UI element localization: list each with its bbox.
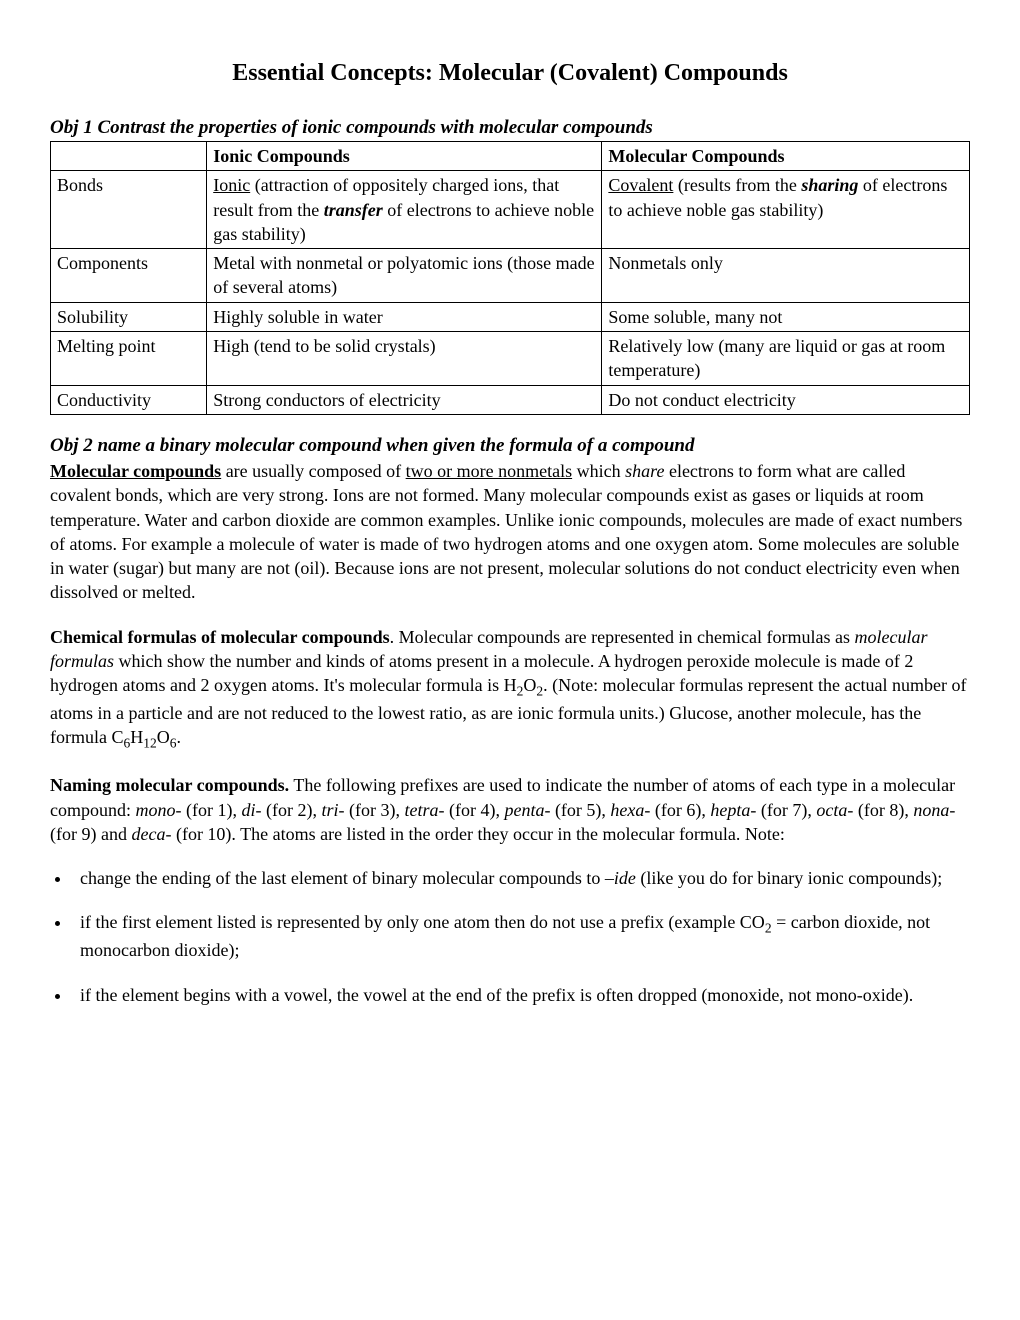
paragraph-molecular-compounds: Molecular compounds are usually composed…	[50, 459, 970, 605]
cell-ionic: Metal with nonmetal or polyatomic ions (…	[207, 249, 602, 303]
cell-ionic: High (tend to be solid crystals)	[207, 332, 602, 386]
text-italic: –ide	[605, 868, 636, 888]
table-row: Solubility Highly soluble in water Some …	[51, 302, 970, 331]
table-row: Components Metal with nonmetal or polyat…	[51, 249, 970, 303]
subscript: 6	[170, 736, 177, 751]
text-underline: Ionic	[213, 175, 250, 195]
page-title: Essential Concepts: Molecular (Covalent)…	[50, 60, 970, 87]
prefix-italic: nona-	[913, 800, 955, 820]
prefix-italic: di-	[241, 800, 261, 820]
paragraph-chemical-formulas: Chemical formulas of molecular compounds…	[50, 625, 970, 754]
subscript: 12	[143, 736, 157, 751]
text: electrons to form what are called covale…	[50, 461, 962, 602]
header-molecular: Molecular Compounds	[602, 142, 970, 171]
prefix-italic: deca-	[131, 824, 171, 844]
cell-property: Conductivity	[51, 385, 207, 414]
text: change the ending of the last element of…	[80, 868, 605, 888]
text: if the element begins with a vowel, the …	[80, 985, 913, 1005]
cell-ionic: Strong conductors of electricity	[207, 385, 602, 414]
comparison-table: Ionic Compounds Molecular Compounds Bond…	[50, 141, 970, 415]
text: - (for 3),	[338, 800, 404, 820]
header-property	[51, 142, 207, 171]
text-bold-underline: Molecular compounds	[50, 461, 221, 481]
cell-molecular: Do not conduct electricity	[602, 385, 970, 414]
prefix-italic: hepta-	[710, 800, 756, 820]
cell-ionic: Ionic (attraction of oppositely charged …	[207, 171, 602, 249]
text: (for 5),	[550, 800, 610, 820]
prefix-italic: tetra-	[404, 800, 444, 820]
notes-list: change the ending of the last element of…	[50, 866, 970, 1007]
text-underline: Covalent	[608, 175, 673, 195]
text-bold: Naming molecular compounds.	[50, 775, 289, 795]
list-item: if the element begins with a vowel, the …	[72, 983, 970, 1007]
text: O	[157, 727, 170, 747]
text-italic: share	[625, 461, 664, 481]
text: (like you do for binary ionic compounds)…	[636, 868, 942, 888]
subscript: 2	[765, 921, 772, 936]
text: which	[572, 461, 625, 481]
prefix-italic: hexa-	[610, 800, 650, 820]
text: (for 1),	[182, 800, 242, 820]
table-row: Melting point High (tend to be solid cry…	[51, 332, 970, 386]
text: (for 6),	[650, 800, 710, 820]
cell-property: Solubility	[51, 302, 207, 331]
text: if the first element listed is represent…	[80, 912, 765, 932]
text-underline: two or more nonmetals	[406, 461, 572, 481]
text: (for 9) and	[50, 824, 131, 844]
cell-molecular: Relatively low (many are liquid or gas a…	[602, 332, 970, 386]
table-row: Bonds Ionic (attraction of oppositely ch…	[51, 171, 970, 249]
cell-molecular: Some soluble, many not	[602, 302, 970, 331]
text-bold-italic: transfer	[324, 200, 383, 220]
text: (for 8),	[853, 800, 913, 820]
text: .	[177, 727, 182, 747]
cell-molecular: Covalent (results from the sharing of el…	[602, 171, 970, 249]
text: (for 7),	[756, 800, 816, 820]
text: are usually composed of	[221, 461, 405, 481]
text: (results from the	[673, 175, 801, 195]
text: (for 10). The atoms are listed in the or…	[171, 824, 784, 844]
cell-molecular: Nonmetals only	[602, 249, 970, 303]
obj1-heading: Obj 1 Contrast the properties of ionic c…	[50, 117, 970, 139]
cell-ionic: Highly soluble in water	[207, 302, 602, 331]
obj2-heading: Obj 2 name a binary molecular compound w…	[50, 435, 970, 457]
text: (for 4),	[444, 800, 504, 820]
text: . Molecular compounds are represented in…	[390, 627, 855, 647]
prefix-italic: penta-	[504, 800, 550, 820]
text-bold: Chemical formulas of molecular compounds	[50, 627, 390, 647]
text: (for 2),	[261, 800, 321, 820]
list-item: if the first element listed is represent…	[72, 910, 970, 962]
text: H	[130, 727, 143, 747]
cell-property: Components	[51, 249, 207, 303]
prefix-italic: mono-	[136, 800, 182, 820]
table-row: Conductivity Strong conductors of electr…	[51, 385, 970, 414]
prefix-italic: octa-	[816, 800, 853, 820]
text: O	[523, 675, 536, 695]
table-header-row: Ionic Compounds Molecular Compounds	[51, 142, 970, 171]
cell-property: Melting point	[51, 332, 207, 386]
text-bold-italic: sharing	[801, 175, 858, 195]
paragraph-naming: Naming molecular compounds. The followin…	[50, 773, 970, 846]
header-ionic: Ionic Compounds	[207, 142, 602, 171]
cell-property: Bonds	[51, 171, 207, 249]
list-item: change the ending of the last element of…	[72, 866, 970, 890]
prefix-italic: tri	[321, 800, 338, 820]
